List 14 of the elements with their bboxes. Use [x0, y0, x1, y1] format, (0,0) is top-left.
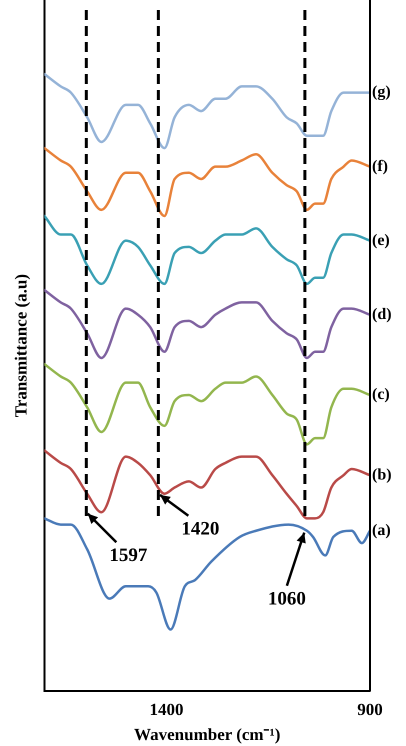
x-tick-label: 1400: [150, 700, 184, 719]
series-label: (b): [372, 466, 392, 484]
x-tick-label: 900: [357, 700, 383, 719]
series-label: (c): [372, 386, 390, 404]
annotation: 1060: [268, 588, 306, 610]
series-label: (a): [372, 522, 391, 539]
series-label: (d): [372, 306, 392, 323]
x-axis-title: Wavenumber (cm⁻¹): [134, 725, 280, 744]
y-axis-title: Transmittance (a.u): [12, 274, 31, 418]
annotation: 1597: [109, 545, 148, 566]
series-label: (e): [372, 232, 390, 249]
series-label: (g): [372, 84, 391, 101]
annotation: 1420: [181, 518, 220, 540]
series-label: (f): [372, 158, 388, 175]
